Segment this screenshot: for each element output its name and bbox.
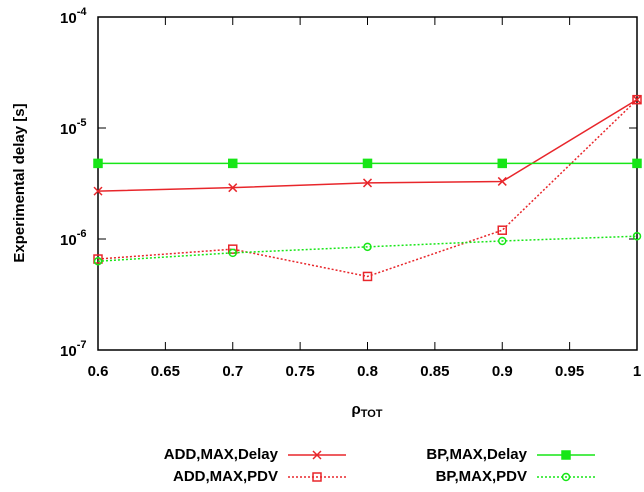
- x-axis-label: ρTOT: [351, 401, 382, 420]
- legend-marker: [312, 450, 322, 460]
- x-tick-label: 0.85: [420, 363, 449, 380]
- point: [497, 225, 507, 235]
- point: [93, 186, 103, 196]
- series-line: [97, 99, 638, 192]
- point: [632, 94, 642, 105]
- point: [93, 257, 103, 266]
- point: [632, 158, 642, 169]
- series-line: [97, 99, 638, 278]
- point: [93, 254, 103, 264]
- point: [228, 158, 238, 169]
- point: [93, 158, 103, 169]
- point: [363, 242, 372, 252]
- legend-marker: [561, 450, 571, 460]
- point: [362, 271, 373, 282]
- x-tick-label: 0.75: [286, 363, 315, 380]
- y-axis-label: Experimental delay [s]: [11, 103, 28, 262]
- legend-marker: [561, 472, 571, 482]
- point: [497, 176, 507, 186]
- point: [362, 158, 373, 169]
- point: [498, 236, 507, 246]
- x-tick-label: 0.6: [88, 363, 109, 380]
- point: [228, 183, 238, 193]
- series-line: [97, 235, 638, 263]
- legend-label: BP,MAX,Delay: [426, 446, 527, 463]
- y-tick-label: 10-7: [60, 339, 86, 360]
- x-tick-label: 1: [633, 363, 641, 380]
- point: [632, 231, 642, 241]
- x-tick-label: 0.9: [492, 363, 513, 380]
- legend-label: BP,MAX,PDV: [436, 468, 527, 485]
- y-tick-label: 10-4: [60, 6, 87, 27]
- x-tick-label: 0.65: [151, 363, 180, 380]
- x-tick-label: 0.8: [357, 363, 378, 380]
- legend-marker: [312, 472, 322, 482]
- x-tick-label: 0.7: [222, 363, 243, 380]
- legend-label: ADD,MAX,Delay: [164, 446, 279, 463]
- y-tick-label: 10-6: [60, 228, 86, 249]
- point: [362, 178, 373, 188]
- point: [228, 244, 238, 254]
- point: [497, 158, 507, 169]
- point: [632, 95, 642, 105]
- legend-label: ADD,MAX,PDV: [173, 468, 278, 485]
- x-tick-label: 0.95: [555, 363, 584, 380]
- y-tick-label: 10-5: [60, 117, 86, 138]
- point: [228, 248, 237, 258]
